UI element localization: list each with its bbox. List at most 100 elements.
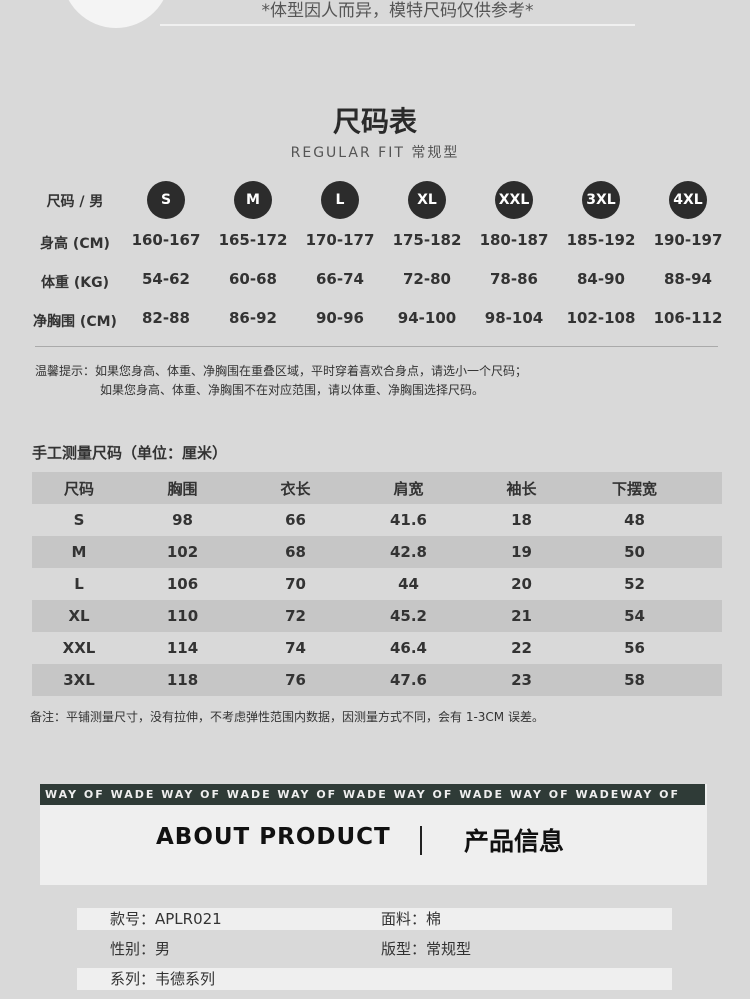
size-value: 165-172 [218,231,288,249]
cell: S [73,511,85,529]
info-field: 系列：韦德系列 [110,970,216,988]
cell: 胸围 [167,479,198,498]
size-value: 86-92 [229,309,277,327]
cell: 袖长 [506,479,537,498]
cell: 41.6 [389,511,427,529]
row-label: 净胸围 (CM) [33,314,117,330]
row-label: 身高 (CM) [40,236,110,252]
cell: 42.8 [389,543,427,561]
cell: XL [68,607,90,625]
measure-title: 手工测量尺码（单位：厘米） [32,444,228,462]
cell: 46.4 [389,639,427,657]
measure-table: 尺码 胸围 衣长 肩宽 袖长 下摆宽 S 98 66 41.6 18 48 M 102 68 42.8 19 50… [32,472,722,696]
size-value: 90-96 [316,309,364,327]
about-title-en: ABOUT PRODUCT [156,824,391,850]
cell: 52 [624,575,645,593]
table-header: 尺码 胸围 衣长 肩宽 袖长 下摆宽 [32,472,722,504]
size-header-label: 尺码 / 男 [46,194,104,210]
cell: 20 [511,575,532,593]
model-photo [62,0,170,28]
size-value: 78-86 [490,270,538,288]
cell: XXL [62,639,96,657]
size-value: 82-88 [142,309,190,327]
cell: 98 [172,511,193,529]
info-field: 性别：男 [110,940,171,958]
cell: 45.2 [389,607,427,625]
size-value: 66-74 [316,270,364,288]
page-title: 尺码表 [332,105,417,138]
cell: 衣长 [280,479,311,498]
size-value: 98-104 [484,309,544,327]
cell: 肩宽 [393,479,424,498]
size-value: 54-62 [142,270,190,288]
divider [35,346,718,347]
info-field: 款号：APLR021 [110,910,222,928]
size-badge[interactable]: XXL [495,181,533,219]
size-value: 94-100 [397,309,457,327]
cell: 50 [624,543,645,561]
table-row: L 106 70 44 20 52 [32,568,722,600]
cell: 19 [511,543,532,561]
cell: 106 [166,575,199,593]
cell: 3XL [63,671,95,689]
table-row: M 102 68 42.8 19 50 [32,536,722,568]
cell: 102 [166,543,199,561]
cell: 58 [624,671,645,689]
size-badge[interactable]: L [321,181,359,219]
cell: 72 [285,607,306,625]
size-badge[interactable]: XL [408,181,446,219]
cell: 47.6 [389,671,427,689]
cell: M [71,543,87,561]
cell: 21 [511,607,532,625]
about-product-banner: WAY OF WADE WAY OF WADE WAY OF WADE WAY … [40,784,707,885]
cell: 118 [166,671,199,689]
size-value: 175-182 [392,231,462,249]
size-value: 185-192 [566,231,636,249]
cell: L [74,575,84,593]
size-value: 84-90 [577,270,625,288]
row-label: 体重 (KG) [40,275,109,291]
size-value: 102-108 [566,309,636,327]
size-value: 88-94 [664,270,712,288]
cell: 114 [166,639,199,657]
size-badge[interactable]: 3XL [582,181,620,219]
info-field: 版型：常规型 [381,940,472,958]
cell: 18 [511,511,532,529]
info-field: 面料：棉 [381,910,442,928]
cell: 23 [511,671,532,689]
cell: 22 [511,639,532,657]
size-badge[interactable]: M [234,181,272,219]
size-badge[interactable]: S [147,181,185,219]
tip-line-1: 温馨提示：如果您身高、体重、净胸围在重叠区域，平时穿着喜欢合身点，请选小一个尺码… [35,364,528,378]
about-title-cn: 产品信息 [464,827,565,856]
cell: 110 [166,607,199,625]
brand-marquee: WAY OF WADE WAY OF WADE WAY OF WADE WAY … [40,784,705,805]
size-value: 72-80 [403,270,451,288]
cell: 70 [285,575,306,593]
info-row: 性别：男 版型：常规型 [77,938,672,960]
table-row: S 98 66 41.6 18 48 [32,504,722,536]
tip-line-2: 如果您身高、体重、净胸围不在对应范围，请以体重、净胸围选择尺码。 [100,383,485,397]
cell: 68 [285,543,306,561]
page-subtitle: REGULAR FIT 常规型 [290,145,460,161]
cell: 尺码 [63,479,94,498]
info-row: 系列：韦德系列 [77,968,672,990]
table-row: XL 110 72 45.2 21 54 [32,600,722,632]
cell: 66 [285,511,306,529]
cell: 48 [624,511,645,529]
info-row: 款号：APLR021 面料：棉 [77,908,672,930]
table-row: 3XL 118 76 47.6 23 58 [32,664,722,696]
size-value: 160-167 [131,231,201,249]
size-value: 180-187 [479,231,549,249]
size-badge[interactable]: 4XL [669,181,707,219]
cell: 74 [285,639,306,657]
table-row: XXL 114 74 46.4 22 56 [32,632,722,664]
model-banner: *体型因人而异，模特尺码仅供参考* [0,0,750,28]
size-value: 106-112 [653,309,723,327]
cell: 下摆宽 [611,479,657,498]
size-value: 170-177 [305,231,375,249]
cell: 56 [624,639,645,657]
measure-note: 备注：平铺测量尺寸，没有拉伸，不考虑弹性范围内数据，因测量方式不同，会有 1-3… [30,710,544,724]
cell: 44 [398,575,419,593]
cell: 54 [624,607,645,625]
